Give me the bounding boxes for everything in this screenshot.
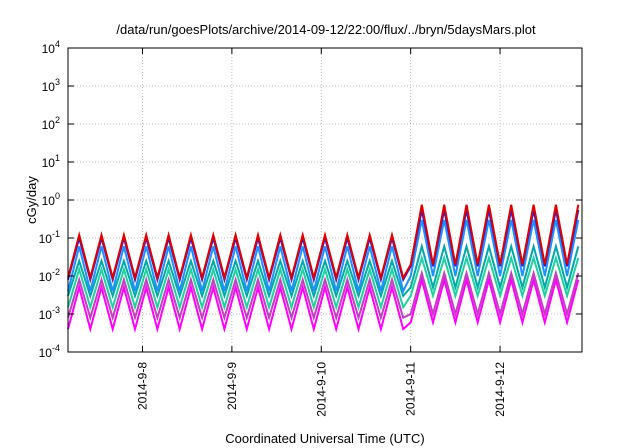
x-tick-label: 2014-9-12	[493, 362, 507, 417]
x-tick-label: 2014-9-8	[135, 362, 149, 410]
y-tick-label: 10-3	[39, 305, 60, 322]
x-tick-label: 2014-9-9	[225, 362, 239, 410]
y-tick-label: 104	[42, 39, 60, 56]
x-axis: 2014-9-8 2014-9-9 2014-9-10 2014-9-11 2014-9…	[135, 48, 507, 417]
y-axis: 10-4 10-3 10-2 10-1 100 101 102 103 104	[39, 39, 582, 360]
series-line-5	[67, 254, 580, 311]
y-tick-label: 103	[42, 77, 60, 94]
series-line-3	[67, 219, 580, 294]
chart-title: /data/run/goesPlots/archive/2014-09-12/2…	[116, 22, 536, 37]
y-tick-label: 10-1	[39, 229, 60, 246]
y-axis-label: cGy/day	[24, 176, 39, 224]
series-line-7	[67, 275, 580, 333]
y-tick-label: 10-2	[39, 267, 60, 284]
series-layer	[67, 204, 580, 333]
series-line-6	[67, 269, 580, 322]
series-line-1	[67, 204, 580, 282]
y-tick-label: 10-4	[39, 343, 60, 360]
y-tick-label: 100	[42, 191, 60, 208]
x-tick-label: 2014-9-11	[404, 362, 418, 416]
y-tick-label: 102	[42, 115, 60, 132]
x-axis-label: Coordinated Universal Time (UTC)	[225, 431, 424, 446]
x-tick-label: 2014-9-10	[314, 362, 328, 417]
y-tick-label: 101	[42, 153, 60, 170]
series-line-4	[67, 242, 580, 300]
